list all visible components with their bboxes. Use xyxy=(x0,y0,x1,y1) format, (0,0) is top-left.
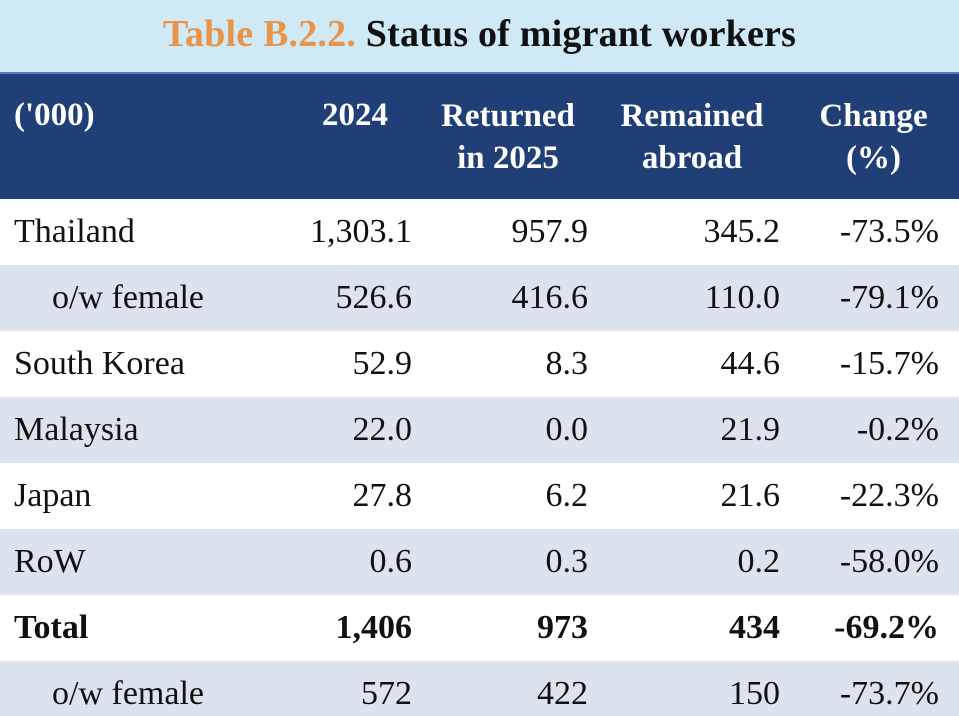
cell-change: -73.5% xyxy=(839,213,939,250)
cell-remained: 434 xyxy=(729,609,780,646)
table-row: South Korea 52.9 8.3 44.6 -15.7% xyxy=(0,331,959,397)
header-remained-line2: abroad xyxy=(641,139,743,176)
cell-returned: 6.2 xyxy=(545,477,589,514)
table-title: Table B.2.2. Status of migrant workers xyxy=(0,0,959,72)
cell-returned: 973 xyxy=(537,609,588,646)
header-unit: ('000) xyxy=(0,72,285,199)
table-row: Malaysia 22.0 0.0 21.9 -0.2% xyxy=(0,397,959,463)
cell-change: -79.1% xyxy=(839,279,939,316)
table-row: Thailand 1,303.1 957.9 345.2 -73.5% xyxy=(0,199,959,265)
header-returned-line1: Returned xyxy=(441,97,575,134)
cell-2024: 1,303.1 xyxy=(310,213,412,250)
cell-returned: 957.9 xyxy=(511,213,589,250)
cell-2024: 0.6 xyxy=(369,543,413,580)
row-label: Thailand xyxy=(14,213,135,250)
cell-change: -73.7% xyxy=(839,675,939,712)
row-label: Japan xyxy=(14,477,92,514)
row-label: Total xyxy=(14,609,89,646)
row-label: Malaysia xyxy=(14,411,139,448)
row-label: o/w female xyxy=(52,675,204,712)
cell-2024: 572 xyxy=(361,675,412,712)
header-change: Change (%) xyxy=(788,72,959,199)
cell-returned: 0.3 xyxy=(545,543,589,580)
row-label: o/w female xyxy=(52,279,204,316)
header-remained: Remained abroad xyxy=(596,72,788,199)
table-number: Table B.2.2. xyxy=(162,13,357,55)
cell-2024: 22.0 xyxy=(352,411,413,448)
cell-remained: 0.2 xyxy=(737,543,781,580)
cell-change: -58.0% xyxy=(839,543,939,580)
migrant-workers-table: ('000) 2024 Returned in 2025 Remained ab… xyxy=(0,72,959,716)
table-caption: Status of migrant workers xyxy=(365,13,797,55)
header-returned: Returned in 2025 xyxy=(420,72,596,199)
cell-change: -69.2% xyxy=(834,609,939,646)
cell-returned: 416.6 xyxy=(511,279,589,316)
cell-2024: 1,406 xyxy=(335,609,413,646)
cell-remained: 150 xyxy=(729,675,780,712)
table-row: o/w female 526.6 416.6 110.0 -79.1% xyxy=(0,265,959,331)
header-remained-line1: Remained xyxy=(620,97,764,134)
table-row: RoW 0.6 0.3 0.2 -58.0% xyxy=(0,529,959,595)
cell-returned: 422 xyxy=(537,675,588,712)
cell-returned: 0.0 xyxy=(545,411,589,448)
table-row-total: Total 1,406 973 434 -69.2% xyxy=(0,595,959,661)
cell-remained: 44.6 xyxy=(720,345,781,382)
cell-remained: 21.9 xyxy=(720,411,781,448)
header-change-line1: Change xyxy=(819,97,928,134)
cell-2024: 526.6 xyxy=(335,279,413,316)
cell-remained: 345.2 xyxy=(703,213,781,250)
cell-remained: 110.0 xyxy=(704,279,780,316)
header-2024: 2024 xyxy=(285,72,420,199)
row-label: RoW xyxy=(14,543,86,580)
cell-returned: 8.3 xyxy=(545,345,589,382)
cell-change: -0.2% xyxy=(856,411,939,448)
cell-remained: 21.6 xyxy=(720,477,781,514)
table-header-row: ('000) 2024 Returned in 2025 Remained ab… xyxy=(0,72,959,199)
cell-2024: 52.9 xyxy=(352,345,413,382)
header-returned-line2: in 2025 xyxy=(457,139,559,176)
table-row: Japan 27.8 6.2 21.6 -22.3% xyxy=(0,463,959,529)
cell-2024: 27.8 xyxy=(352,477,413,514)
cell-change: -22.3% xyxy=(839,477,939,514)
table-row: o/w female 572 422 150 -73.7% xyxy=(0,661,959,716)
header-change-line2: (%) xyxy=(846,139,901,176)
row-label: South Korea xyxy=(14,345,185,382)
cell-change: -15.7% xyxy=(839,345,939,382)
